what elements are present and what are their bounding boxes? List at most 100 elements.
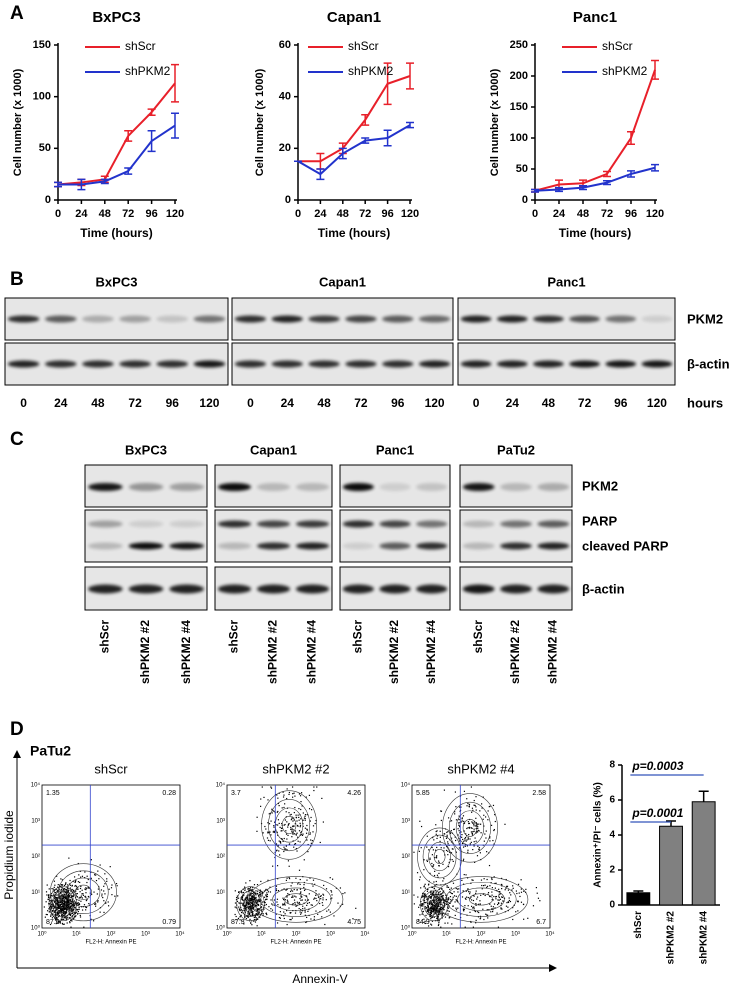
event-dot xyxy=(476,823,479,825)
cell-line-label: Panc1 xyxy=(376,442,414,457)
event-dot xyxy=(432,886,434,889)
event-dot xyxy=(75,911,77,913)
event-dot xyxy=(290,813,292,816)
event-dot xyxy=(473,845,475,847)
event-dot xyxy=(247,906,249,908)
event-dot xyxy=(435,824,437,826)
event-dot xyxy=(259,895,262,897)
event-dot xyxy=(466,805,468,807)
event-dot xyxy=(475,910,477,913)
blot-band xyxy=(193,315,226,323)
event-dot xyxy=(418,879,421,881)
event-dot xyxy=(83,904,86,906)
event-dot xyxy=(439,890,441,893)
event-dot xyxy=(245,902,247,904)
event-dot xyxy=(483,814,485,816)
event-dot xyxy=(61,903,63,905)
event-dot xyxy=(51,910,53,913)
event-dot xyxy=(433,906,435,908)
blot-panel xyxy=(4,342,229,386)
event-dot xyxy=(471,907,474,909)
event-dot xyxy=(265,898,267,900)
event-dot xyxy=(470,882,472,884)
event-dot xyxy=(106,880,108,882)
blot-panel xyxy=(459,509,573,563)
event-dot xyxy=(59,897,61,900)
event-dot xyxy=(62,902,64,904)
event-dot xyxy=(427,902,429,905)
y-tick-label: 10⁴ xyxy=(216,782,226,789)
event-dot xyxy=(73,890,75,892)
event-dot xyxy=(283,824,285,826)
event-dot xyxy=(243,914,246,916)
blot-band xyxy=(295,483,330,491)
blot-panel xyxy=(231,342,454,386)
event-dot xyxy=(306,839,308,841)
event-dot xyxy=(495,896,497,898)
x-tick-label: 10² xyxy=(477,932,486,938)
event-dot xyxy=(75,915,77,917)
event-dot xyxy=(429,858,431,861)
event-dot xyxy=(54,916,56,918)
event-dot xyxy=(285,845,287,847)
event-dot xyxy=(481,888,483,890)
event-dot xyxy=(78,903,81,906)
event-dot xyxy=(308,893,310,895)
panel-label: D xyxy=(10,719,24,740)
event-dot xyxy=(437,860,440,862)
event-dot xyxy=(64,914,66,916)
event-dot xyxy=(430,912,433,915)
event-dot xyxy=(322,904,324,906)
error-bar xyxy=(124,130,133,142)
event-dot xyxy=(488,806,490,808)
event-dot xyxy=(97,888,100,890)
event-dot xyxy=(71,895,73,897)
event-dot xyxy=(424,883,426,885)
event-dot xyxy=(495,895,498,898)
event-dot xyxy=(285,848,287,850)
event-dot xyxy=(452,882,455,884)
event-dot xyxy=(458,824,460,826)
event-dot xyxy=(245,903,247,905)
event-dot xyxy=(244,907,247,909)
event-dot xyxy=(479,900,481,902)
event-dot xyxy=(452,896,454,898)
event-dot xyxy=(443,909,445,911)
event-dot xyxy=(253,892,255,894)
event-dot xyxy=(240,891,243,893)
error-bar xyxy=(361,114,370,126)
event-dot xyxy=(432,901,434,903)
event-dot xyxy=(430,918,432,920)
event-dot xyxy=(435,901,437,903)
event-dot xyxy=(443,789,445,791)
event-dot xyxy=(249,910,251,912)
error-bar xyxy=(383,129,392,147)
blot-panel xyxy=(457,297,676,341)
event-dot xyxy=(467,802,469,805)
event-dot xyxy=(451,923,453,925)
event-dot xyxy=(449,916,451,918)
event-dot xyxy=(49,911,51,913)
event-dot xyxy=(272,865,274,867)
event-dot xyxy=(311,809,313,811)
event-dot xyxy=(276,794,278,796)
contour xyxy=(281,816,297,834)
event-dot xyxy=(70,907,72,909)
event-dot xyxy=(437,902,439,904)
event-dot xyxy=(59,901,61,903)
event-dot xyxy=(267,831,269,833)
event-dot xyxy=(466,845,469,847)
event-dot xyxy=(355,907,357,909)
event-dot xyxy=(255,904,257,907)
event-dot xyxy=(296,889,298,891)
event-dot xyxy=(244,905,246,907)
event-dot xyxy=(329,911,331,913)
event-dot xyxy=(258,894,260,897)
event-dot xyxy=(474,837,476,839)
event-dot xyxy=(270,787,273,789)
event-dot xyxy=(468,891,470,893)
event-dot xyxy=(107,901,109,903)
event-dot xyxy=(472,879,474,881)
x-tick-label: 120 xyxy=(166,208,184,220)
event-dot xyxy=(434,909,436,911)
